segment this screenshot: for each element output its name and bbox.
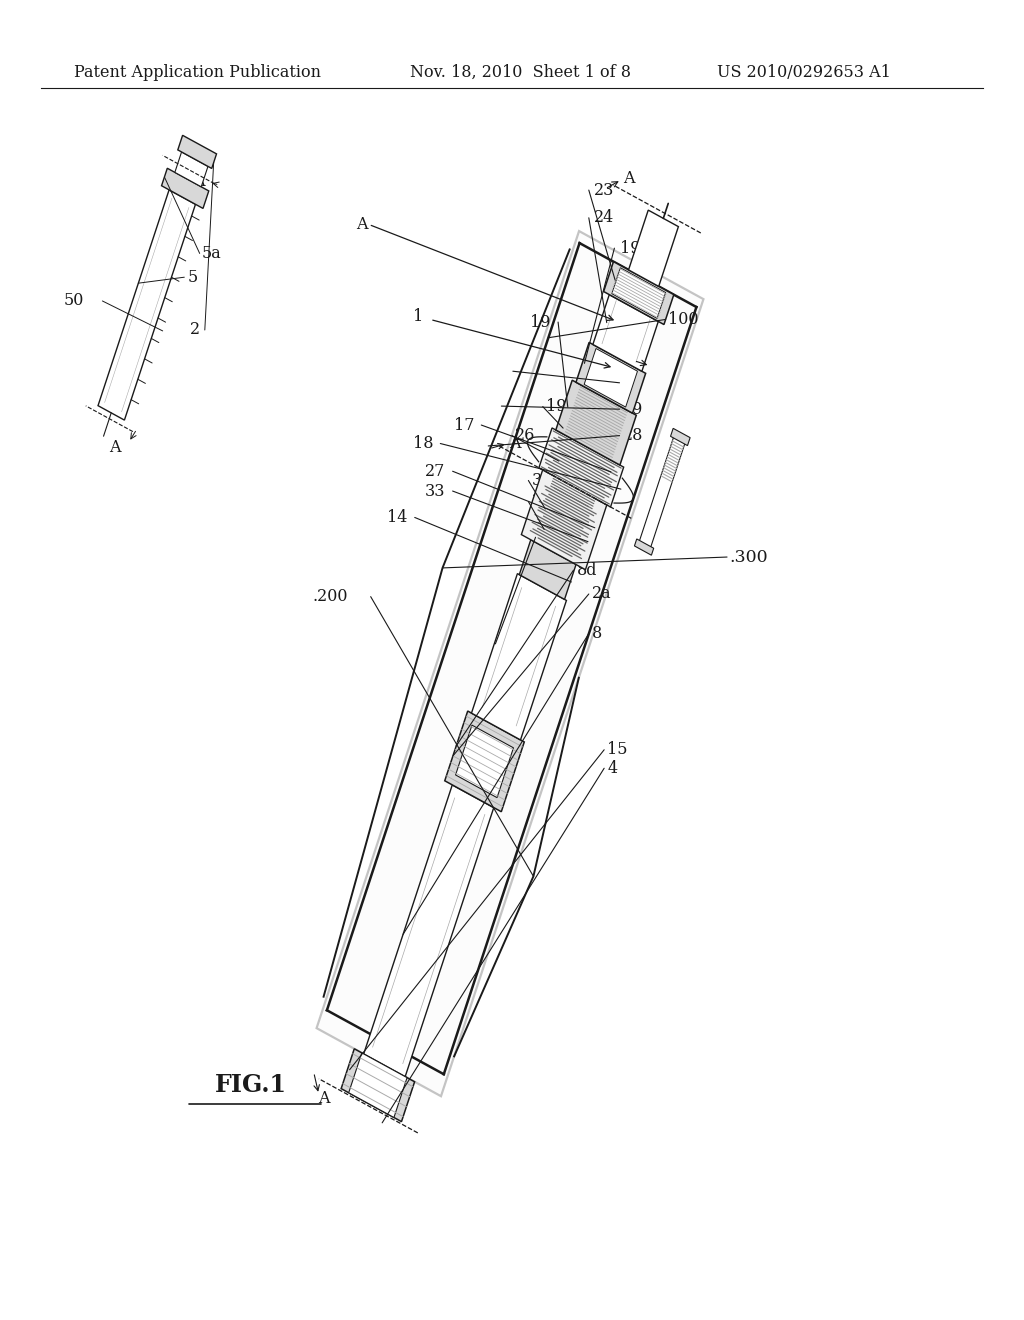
Text: 33: 33 [425, 483, 445, 499]
Text: FIG.1: FIG.1 [215, 1073, 287, 1097]
Polygon shape [638, 436, 685, 552]
Text: 24: 24 [594, 210, 614, 226]
Text: US 2010/0292653 A1: US 2010/0292653 A1 [717, 65, 891, 81]
Polygon shape [635, 539, 653, 556]
Polygon shape [98, 190, 196, 420]
Polygon shape [444, 711, 524, 812]
Text: 28: 28 [623, 428, 643, 444]
Polygon shape [521, 470, 607, 570]
Text: 2: 2 [189, 322, 200, 338]
Text: .300: .300 [729, 549, 768, 565]
Polygon shape [316, 231, 703, 1096]
Text: A: A [193, 173, 204, 190]
Text: 5a: 5a [202, 246, 221, 261]
Polygon shape [456, 725, 513, 797]
Polygon shape [556, 380, 636, 465]
Text: 23: 23 [594, 182, 614, 198]
Polygon shape [611, 268, 666, 318]
Text: A: A [633, 350, 644, 367]
Text: 2a: 2a [592, 586, 611, 602]
Text: 18: 18 [413, 436, 433, 451]
Text: A: A [318, 1090, 330, 1107]
Polygon shape [671, 429, 690, 446]
Text: 19: 19 [530, 314, 551, 330]
Text: 30: 30 [623, 375, 643, 391]
Polygon shape [519, 540, 577, 599]
Text: Nov. 18, 2010  Sheet 1 of 8: Nov. 18, 2010 Sheet 1 of 8 [410, 65, 631, 81]
Text: 100: 100 [668, 312, 698, 327]
Text: 19a: 19a [546, 399, 575, 414]
Polygon shape [539, 428, 624, 507]
Text: .200: .200 [312, 589, 348, 605]
Polygon shape [364, 785, 494, 1077]
Polygon shape [575, 342, 646, 413]
Polygon shape [341, 1049, 415, 1122]
Text: A: A [110, 440, 121, 455]
Text: 5: 5 [187, 269, 198, 285]
Text: 27: 27 [425, 463, 445, 479]
Text: 8: 8 [592, 626, 602, 642]
Text: 19b: 19b [620, 240, 650, 256]
Polygon shape [162, 168, 209, 209]
Text: 13: 13 [531, 494, 552, 510]
Polygon shape [603, 261, 674, 325]
Text: 8d: 8d [577, 562, 597, 578]
Text: 26: 26 [515, 428, 536, 444]
Polygon shape [175, 152, 208, 187]
Text: 29: 29 [623, 401, 643, 417]
Polygon shape [584, 348, 638, 407]
Text: 15: 15 [607, 742, 628, 758]
Polygon shape [471, 574, 566, 741]
Text: 4: 4 [607, 760, 617, 776]
Polygon shape [593, 294, 658, 371]
Polygon shape [349, 1053, 408, 1118]
Polygon shape [178, 136, 216, 169]
Text: 50: 50 [63, 293, 84, 309]
Text: 17: 17 [454, 417, 474, 433]
Text: 1: 1 [413, 309, 423, 325]
Text: A: A [624, 170, 635, 187]
Text: A: A [510, 436, 521, 451]
Polygon shape [629, 210, 678, 286]
Text: A: A [356, 216, 368, 232]
Text: 10: 10 [539, 529, 559, 545]
Text: 31: 31 [531, 473, 552, 488]
Text: 14: 14 [387, 510, 408, 525]
Text: Patent Application Publication: Patent Application Publication [74, 65, 321, 81]
